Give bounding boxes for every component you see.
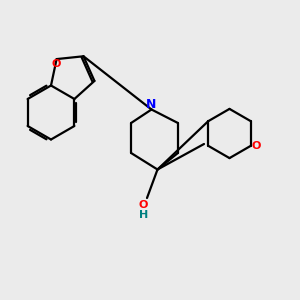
Text: H: H (139, 209, 148, 220)
Text: O: O (52, 59, 61, 70)
Text: O: O (139, 200, 148, 211)
Text: O: O (251, 141, 261, 151)
Text: N: N (146, 98, 156, 111)
